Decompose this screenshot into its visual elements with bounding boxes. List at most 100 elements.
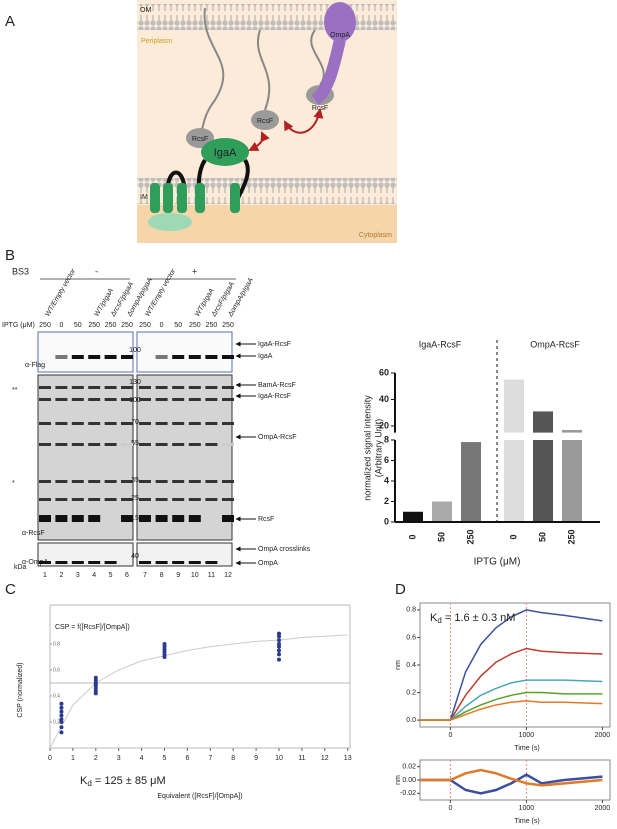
x-tick-label: 12 <box>321 755 329 762</box>
band <box>55 355 68 359</box>
band <box>121 386 133 389</box>
lane-label: WT/Empty vector <box>144 267 177 318</box>
band <box>155 561 168 564</box>
y-tick-label: 60 <box>379 367 389 377</box>
label: kDa <box>14 564 27 571</box>
iptg-value: 50 <box>174 322 182 329</box>
bar <box>533 411 553 522</box>
band <box>222 355 234 359</box>
series-line <box>420 691 603 721</box>
y-tick-label: -0.02 <box>400 790 416 797</box>
x-tick-label: 3 <box>117 755 121 762</box>
point <box>59 709 64 714</box>
band <box>172 398 185 401</box>
band <box>55 398 68 401</box>
band <box>155 386 168 389</box>
label: Periplasm <box>141 38 172 45</box>
mw-marker: 35 <box>131 477 139 484</box>
x-tick-label: 50 <box>537 532 547 542</box>
y-tick-label: 0.8 <box>406 607 416 614</box>
y-tick-label: 8 <box>384 434 389 444</box>
series-line <box>420 609 603 721</box>
lane-number: 1 <box>43 572 47 579</box>
x-tick-label: 2000 <box>595 805 611 812</box>
band <box>104 422 117 425</box>
band <box>121 515 133 522</box>
kd-part: K <box>430 612 438 624</box>
lane-number: 12 <box>224 572 232 579</box>
band <box>55 386 68 389</box>
point <box>277 648 282 653</box>
band <box>222 515 234 522</box>
band <box>39 443 51 446</box>
blot-label: BamA-RcsF <box>258 382 296 389</box>
iptg-value: 250 <box>189 322 201 329</box>
band <box>155 480 168 483</box>
band <box>121 480 133 483</box>
band <box>139 498 151 501</box>
lane-number: 7 <box>143 572 147 579</box>
iptg-value: 0 <box>160 322 164 329</box>
band <box>121 398 133 401</box>
y-tick-label: 0.4 <box>406 662 416 669</box>
y-tick-label: 0.6 <box>406 634 416 641</box>
band <box>88 355 101 359</box>
lane-number: 8 <box>160 572 164 579</box>
band <box>104 480 117 483</box>
band <box>121 443 133 446</box>
band <box>88 386 101 389</box>
mw-marker: 100 <box>129 347 141 354</box>
blot-label: OmpA-RcsF <box>258 434 297 441</box>
band <box>104 398 117 401</box>
band <box>88 561 101 564</box>
blot-label: α-OmpA <box>22 559 49 566</box>
band <box>88 443 101 446</box>
mw-marker: 100 <box>129 397 141 404</box>
band <box>39 498 51 501</box>
point <box>59 730 64 735</box>
axis-break <box>391 432 611 440</box>
y-tick-label: 0.02 <box>402 764 416 771</box>
label: IPTG (μM) <box>2 322 35 329</box>
x-axis-label: Time (s) <box>514 745 539 752</box>
band <box>88 480 101 483</box>
series-line <box>420 700 603 721</box>
band <box>139 561 151 564</box>
x-tick-label: 2 <box>94 755 98 762</box>
iptg-value: 250 <box>222 322 234 329</box>
label: RcsF <box>257 118 273 125</box>
x-tick-label: 250 <box>566 529 576 544</box>
x-tick-label: 5 <box>163 755 167 762</box>
bar <box>403 511 423 522</box>
x-tick-label: 13 <box>344 755 352 762</box>
point <box>277 652 282 657</box>
x-tick-label: 8 <box>231 755 235 762</box>
kd-part: = 125 ± 85 μM <box>92 775 166 787</box>
blot-label: IgaA-RcsF <box>258 341 291 348</box>
band <box>139 386 151 389</box>
band <box>55 498 68 501</box>
label: OM <box>140 7 151 14</box>
bar <box>461 442 481 522</box>
label: RcsF <box>312 105 328 112</box>
kd-part: d <box>437 616 441 625</box>
band <box>104 561 117 564</box>
x-axis-label: Time (s) <box>514 818 539 825</box>
band <box>139 398 151 401</box>
band <box>39 422 51 425</box>
kd: Kd = 1.6 ± 0.3 nM <box>430 612 515 625</box>
band <box>155 498 168 501</box>
band <box>155 422 168 425</box>
panel-label: B <box>5 247 15 264</box>
x-tick-label: 9 <box>254 755 258 762</box>
band <box>71 422 84 425</box>
band <box>155 355 168 359</box>
band <box>222 422 234 425</box>
band <box>55 443 68 446</box>
y-axis-label: normalized signal intensity <box>362 395 372 501</box>
group-label: OmpA-RcsF <box>530 339 580 349</box>
series-line <box>420 647 603 721</box>
band <box>188 561 201 564</box>
band <box>139 515 151 522</box>
